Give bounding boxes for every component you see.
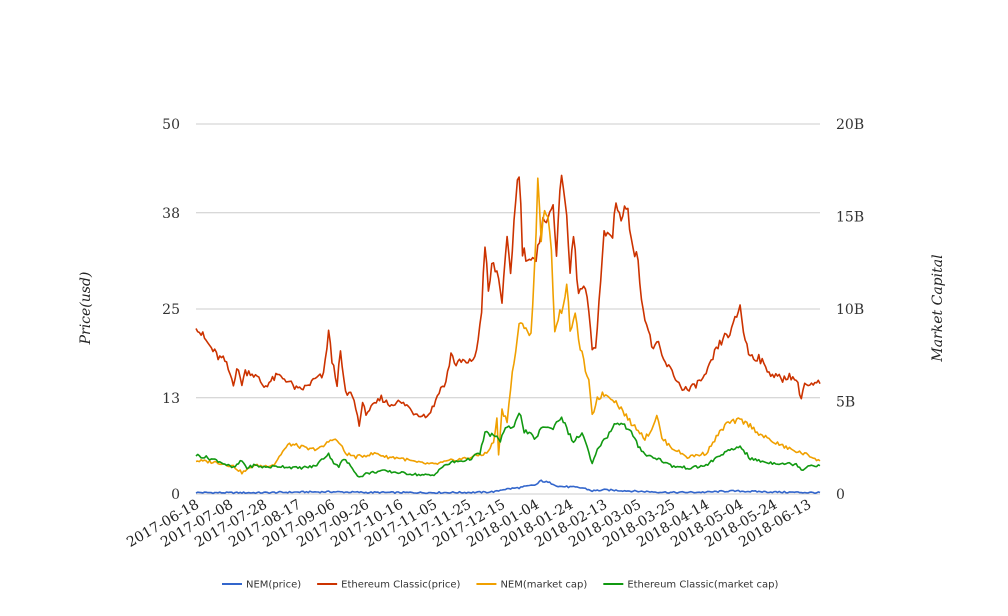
series-line [195,412,821,478]
left-y-tick-label: 38 [162,206,180,222]
series-line [195,174,821,427]
left-y-tick-label: 25 [162,302,180,318]
series-lines [195,174,821,495]
series-line [195,177,821,475]
legend: NEM(price) Ethereum Classic(price) NEM(mar… [222,580,778,591]
left-y-axis-ticks: 0 13 25 38 50 [162,117,180,503]
right-y-tick-label: 20B [836,117,864,133]
right-y-tick-label: 0 [836,487,845,503]
right-y-tick-label: 5B [836,395,855,411]
left-y-tick-label: 0 [171,487,180,503]
right-y-tick-label: 10B [836,302,864,318]
right-y-axis-ticks: 0 5B 10B 15B 20B [836,117,864,503]
gridlines [196,123,820,495]
legend-label: Ethereum Classic(market cap) [627,580,778,591]
right-axis-title: Market Capital [930,254,946,362]
legend-label: NEM(market cap) [500,580,587,591]
series-line [195,479,821,495]
legend-label: NEM(price) [246,580,301,591]
legend-label: Ethereum Classic(price) [341,580,460,591]
left-axis-title: Price(usd) [78,272,94,346]
left-y-tick-label: 50 [162,117,180,133]
left-y-tick-label: 13 [162,391,180,407]
x-axis-ticks: 2017-06-182017-07-082017-07-282017-08-17… [124,497,814,551]
right-y-tick-label: 15B [836,210,864,226]
